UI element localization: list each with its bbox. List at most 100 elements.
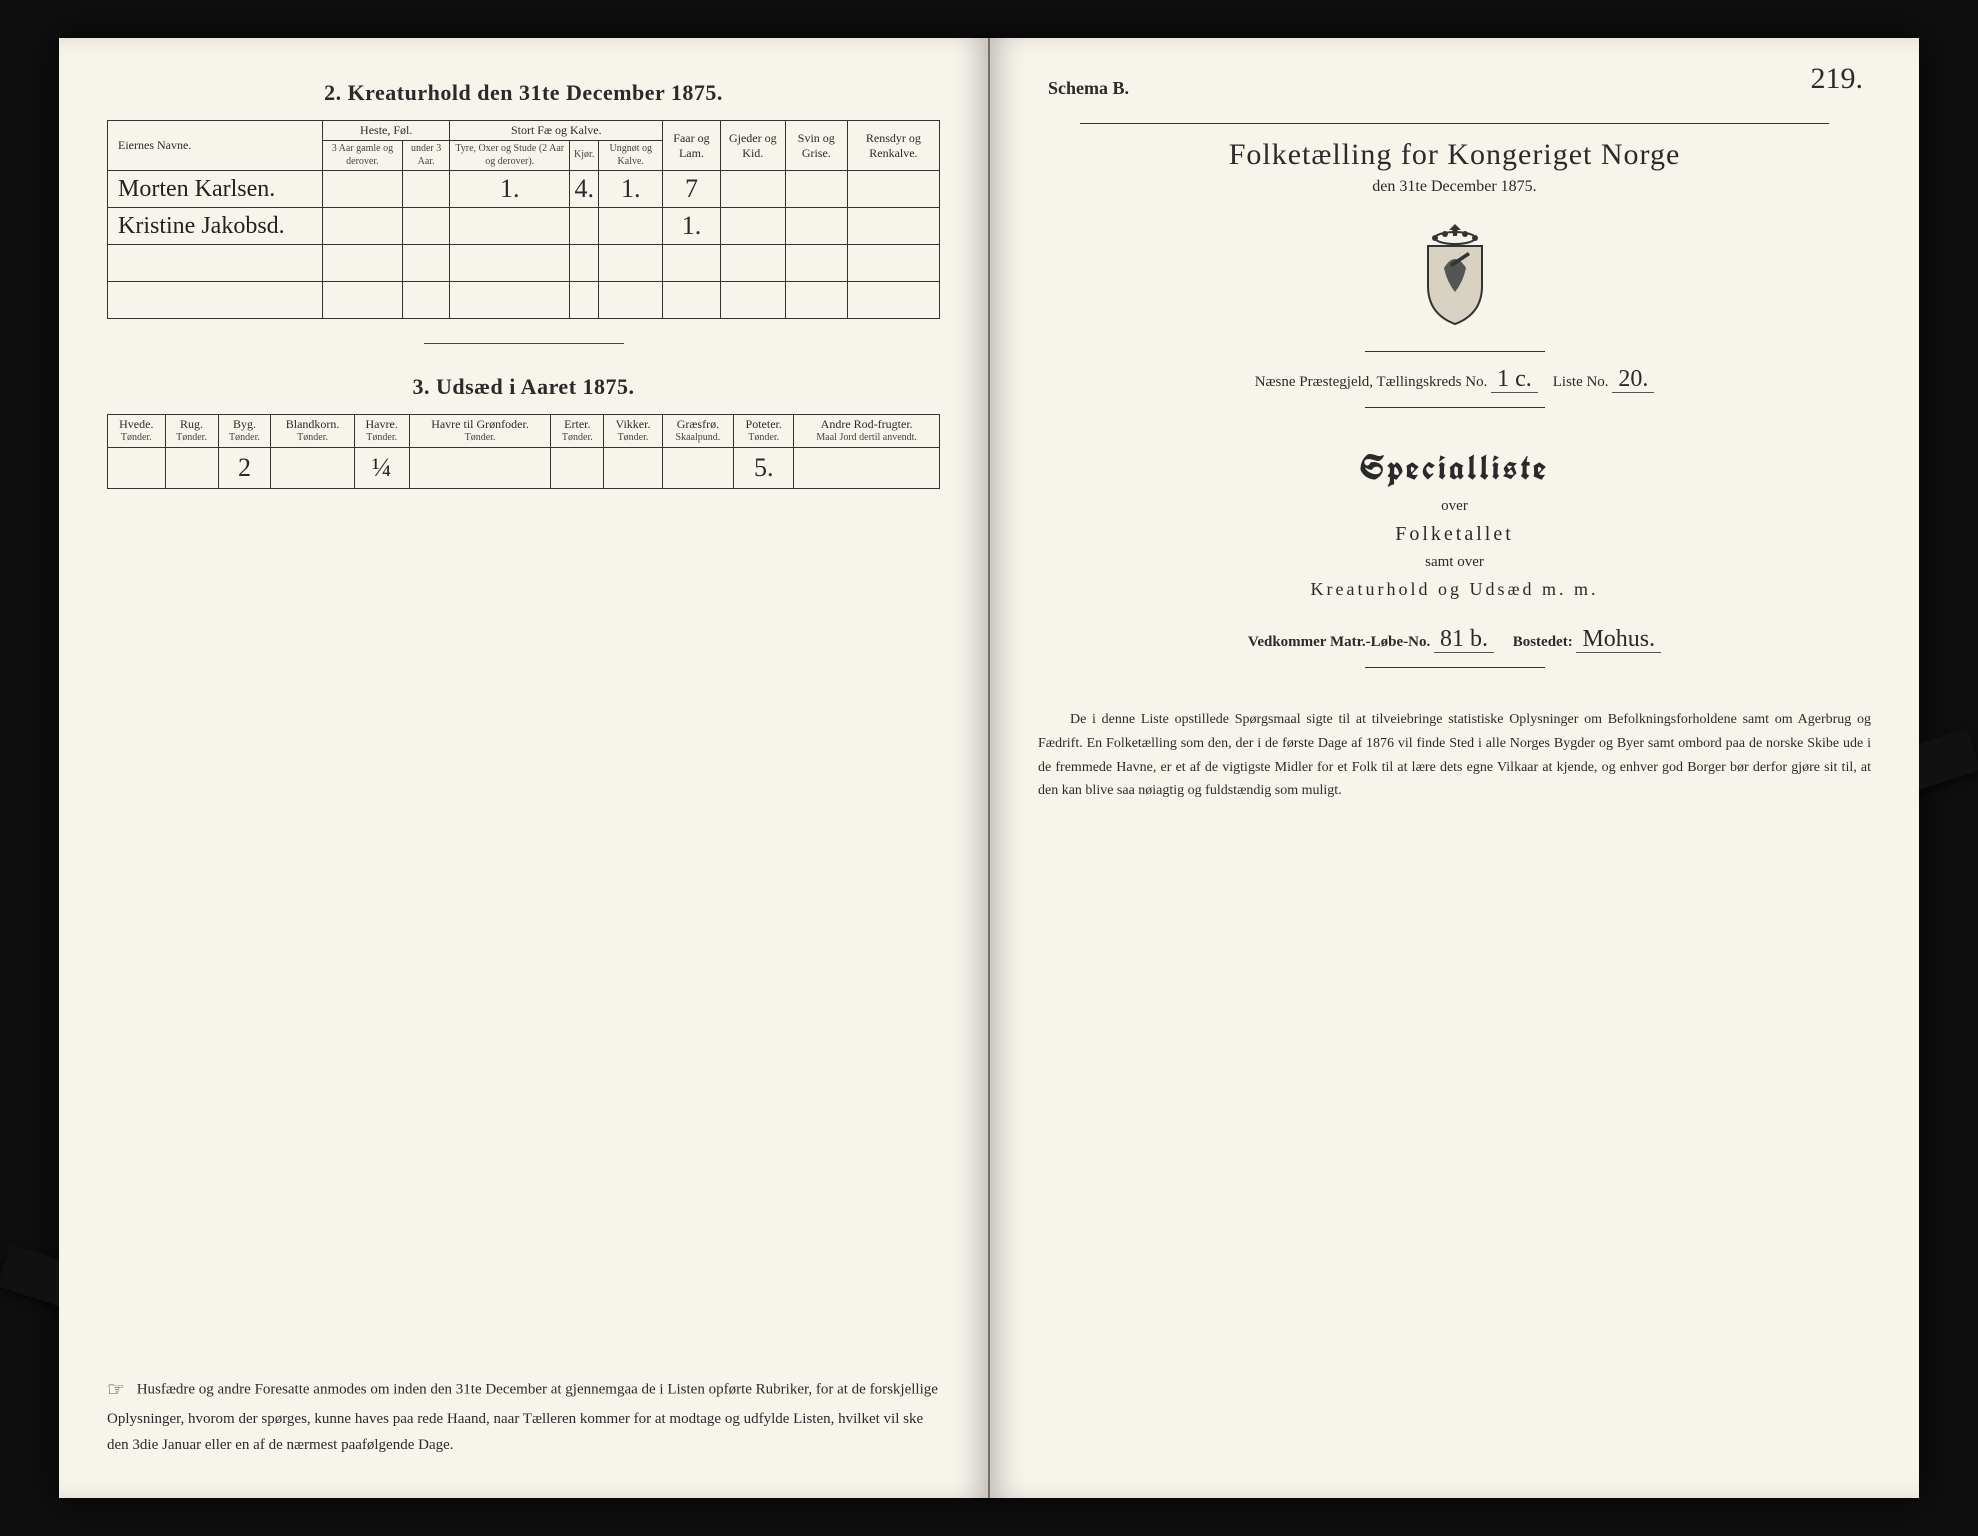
table-cell: Kristine Jakobsd. bbox=[108, 208, 323, 245]
over-1: over bbox=[1038, 498, 1871, 515]
th-stort-c: Ungnøt og Kalve. bbox=[599, 141, 663, 171]
right-page: 219. Schema B. Folketælling for Kongerig… bbox=[990, 38, 1919, 1498]
table-cell bbox=[785, 245, 847, 282]
seed-cell bbox=[604, 447, 662, 488]
table-row: Morten Karlsen.1.4.1.7 bbox=[108, 171, 940, 208]
section3-title: 3. Udsæd i Aaret 1875. bbox=[107, 374, 940, 400]
table-cell bbox=[599, 282, 663, 319]
seed-th: Poteter.Tønder. bbox=[734, 415, 794, 448]
table-cell bbox=[599, 208, 663, 245]
table-cell bbox=[323, 245, 403, 282]
parish-line: Næsne Præstegjeld, Tællingskreds No. 1 c… bbox=[1038, 366, 1871, 393]
seed-cell bbox=[794, 447, 940, 488]
seed-th: Hvede.Tønder. bbox=[108, 415, 166, 448]
livestock-thead: Eiernes Navne. Heste, Føl. Stort Fæ og K… bbox=[108, 121, 940, 171]
seed-cell: 2 bbox=[218, 447, 271, 488]
th-stort-a: Tyre, Oxer og Stude (2 Aar og derover). bbox=[450, 141, 570, 171]
vedk-label-a: Vedkommer Matr.-Løbe-No. bbox=[1248, 634, 1430, 650]
census-title: Folketælling for Kongeriget Norge bbox=[1038, 138, 1871, 172]
table-cell bbox=[663, 245, 721, 282]
th-svin: Svin og Grise. bbox=[785, 121, 847, 171]
table-cell bbox=[402, 245, 450, 282]
rule-top bbox=[1080, 123, 1830, 124]
pointing-hand-icon: ☞ bbox=[107, 1373, 125, 1407]
th-stort-a-label: Tyre, Oxer og Stude (2 Aar og derover). bbox=[454, 143, 565, 168]
divider-1 bbox=[424, 343, 624, 344]
seed-th: Vikker.Tønder. bbox=[604, 415, 662, 448]
table-cell bbox=[570, 245, 599, 282]
table-cell bbox=[720, 282, 785, 319]
rule-under-crest bbox=[1365, 351, 1545, 352]
vedk-label-b: Bostedet: bbox=[1513, 634, 1573, 650]
table-row bbox=[108, 282, 940, 319]
table-cell bbox=[720, 208, 785, 245]
table-cell: 1. bbox=[450, 171, 570, 208]
folketallet: Folketallet bbox=[1038, 523, 1871, 546]
table-cell bbox=[720, 245, 785, 282]
notice-text: Husfædre og andre Foresatte anmodes om i… bbox=[107, 1381, 938, 1452]
table-cell: 7 bbox=[663, 171, 721, 208]
th-heste-b-label: under 3 Aar. bbox=[407, 143, 446, 168]
table-cell bbox=[847, 282, 939, 319]
seed-th: Rug.Tønder. bbox=[165, 415, 218, 448]
table-cell bbox=[450, 282, 570, 319]
seed-cell bbox=[271, 447, 354, 488]
livestock-tbody: Morten Karlsen.1.4.1.7Kristine Jakobsd.1… bbox=[108, 171, 940, 319]
table-cell bbox=[402, 171, 450, 208]
table-cell bbox=[847, 208, 939, 245]
vedkommer-line: Vedkommer Matr.-Løbe-No. 81 b. Bostedet:… bbox=[1038, 626, 1871, 653]
schema-label: Schema B. bbox=[1048, 78, 1871, 99]
table-cell bbox=[847, 245, 939, 282]
table-row bbox=[108, 245, 940, 282]
th-heste: Heste, Føl. bbox=[323, 121, 450, 141]
kreaturhold-line: Kreaturhold og Udsæd m. m. bbox=[1038, 579, 1871, 600]
table-cell bbox=[450, 245, 570, 282]
table-cell bbox=[108, 245, 323, 282]
vedk-fill-b: Mohus. bbox=[1576, 626, 1661, 653]
notice-paragraph: ☞ Husfædre og andre Foresatte anmodes om… bbox=[107, 1363, 940, 1458]
th-owner: Eiernes Navne. bbox=[108, 121, 323, 171]
seed-th: Havre til Grønfoder.Tønder. bbox=[409, 415, 551, 448]
seed-th: Andre Rod-frugter.Maal Jord dertil anven… bbox=[794, 415, 940, 448]
th-heste-a-label: 3 Aar gamle og derover. bbox=[327, 143, 398, 168]
table-cell: Morten Karlsen. bbox=[108, 171, 323, 208]
open-book: 2. Kreaturhold den 31te December 1875. E… bbox=[59, 38, 1919, 1498]
parish-fill-a: 1 c. bbox=[1491, 366, 1538, 393]
table-cell: 1. bbox=[663, 208, 721, 245]
rule-under-vedk bbox=[1365, 667, 1545, 668]
parish-label-a: Næsne Præstegjeld, Tællingskreds No. bbox=[1255, 374, 1488, 390]
table-cell bbox=[402, 208, 450, 245]
parish-label-b: Liste No. bbox=[1553, 374, 1609, 390]
table-cell bbox=[663, 282, 721, 319]
table-cell bbox=[785, 171, 847, 208]
seed-th: Havre.Tønder. bbox=[354, 415, 409, 448]
th-stort-c-label: Ungnøt og Kalve. bbox=[603, 143, 658, 168]
seed-cell bbox=[662, 447, 733, 488]
th-stort-b-label: Kjør. bbox=[574, 149, 594, 162]
th-faar: Faar og Lam. bbox=[663, 121, 721, 171]
rule-under-parish bbox=[1365, 407, 1545, 408]
table-cell bbox=[570, 208, 599, 245]
seed-cell: ¼ bbox=[354, 447, 409, 488]
seed-th: Byg.Tønder. bbox=[218, 415, 271, 448]
section2-title: 2. Kreaturhold den 31te December 1875. bbox=[107, 80, 940, 106]
samt-over: samt over bbox=[1038, 554, 1871, 571]
seed-th: Græsfrø.Skaalpund. bbox=[662, 415, 733, 448]
left-page-inner: 2. Kreaturhold den 31te December 1875. E… bbox=[107, 74, 940, 1458]
seed-thead-row: Hvede.Tønder.Rug.Tønder.Byg.Tønder.Bland… bbox=[108, 415, 940, 448]
table-cell bbox=[847, 171, 939, 208]
th-heste-a: 3 Aar gamle og derover. bbox=[323, 141, 403, 171]
table-cell bbox=[323, 171, 403, 208]
table-cell bbox=[323, 208, 403, 245]
table-cell bbox=[108, 282, 323, 319]
seed-table: Hvede.Tønder.Rug.Tønder.Byg.Tønder.Bland… bbox=[107, 414, 940, 489]
table-cell bbox=[323, 282, 403, 319]
parish-fill-b: 20. bbox=[1612, 366, 1654, 393]
table-row: Kristine Jakobsd. 1. bbox=[108, 208, 940, 245]
vedk-fill-a: 81 b. bbox=[1434, 626, 1494, 653]
table-cell bbox=[720, 171, 785, 208]
table-cell bbox=[570, 282, 599, 319]
table-cell: 1. bbox=[599, 171, 663, 208]
seed-cell bbox=[409, 447, 551, 488]
census-subtitle: den 31te December 1875. bbox=[1038, 178, 1871, 196]
